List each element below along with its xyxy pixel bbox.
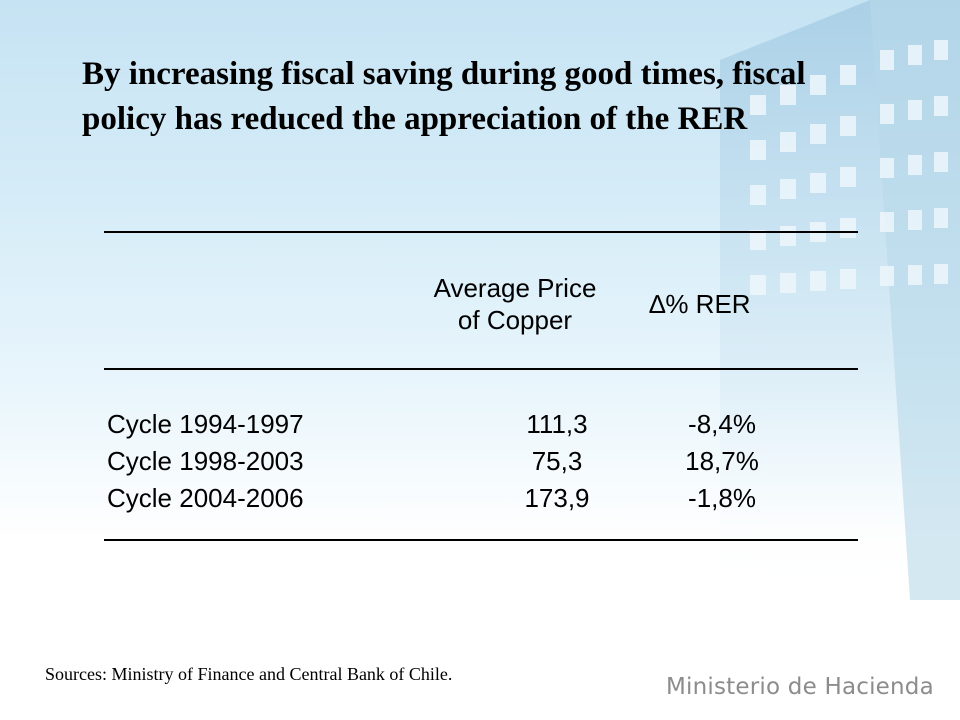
header-average-price: Average Price of Copper (405, 272, 625, 336)
row-rer-change: 18,7% (685, 446, 759, 476)
slide-title: By increasing fiscal saving during good … (82, 56, 806, 137)
table-bottom-rule (104, 539, 858, 541)
sources-note: Sources: Ministry of Finance and Central… (45, 664, 453, 684)
table-header-rule (104, 368, 858, 370)
table-row: Cycle 2004-2006 173,9 -1,8% (107, 480, 787, 517)
table-row: Cycle 1994-1997 111,3 -8,4% (107, 406, 787, 443)
header-rer-change: ∆% RER (649, 289, 751, 319)
header-average-price-line1: Average Price (433, 273, 597, 303)
ministry-logo-text: Ministerio de Hacienda (666, 674, 934, 700)
header-average-price-line2: of Copper (457, 305, 573, 335)
row-rer-change: -8,4% (688, 409, 756, 439)
table-top-rule (104, 231, 858, 233)
row-rer-change: -1,8% (688, 483, 756, 513)
table-row: Cycle 1998-2003 75,3 18,7% (107, 443, 787, 480)
row-cycle-label: Cycle 2004-2006 (107, 483, 304, 513)
row-copper-price: 111,3 (526, 409, 588, 439)
row-cycle-label: Cycle 1994-1997 (107, 409, 304, 439)
table-body: Cycle 1994-1997 111,3 -8,4% Cycle 1998-2… (107, 406, 787, 517)
row-copper-price: 75,3 (531, 446, 583, 476)
row-copper-price: 173,9 (524, 483, 590, 513)
row-cycle-label: Cycle 1998-2003 (107, 446, 304, 476)
